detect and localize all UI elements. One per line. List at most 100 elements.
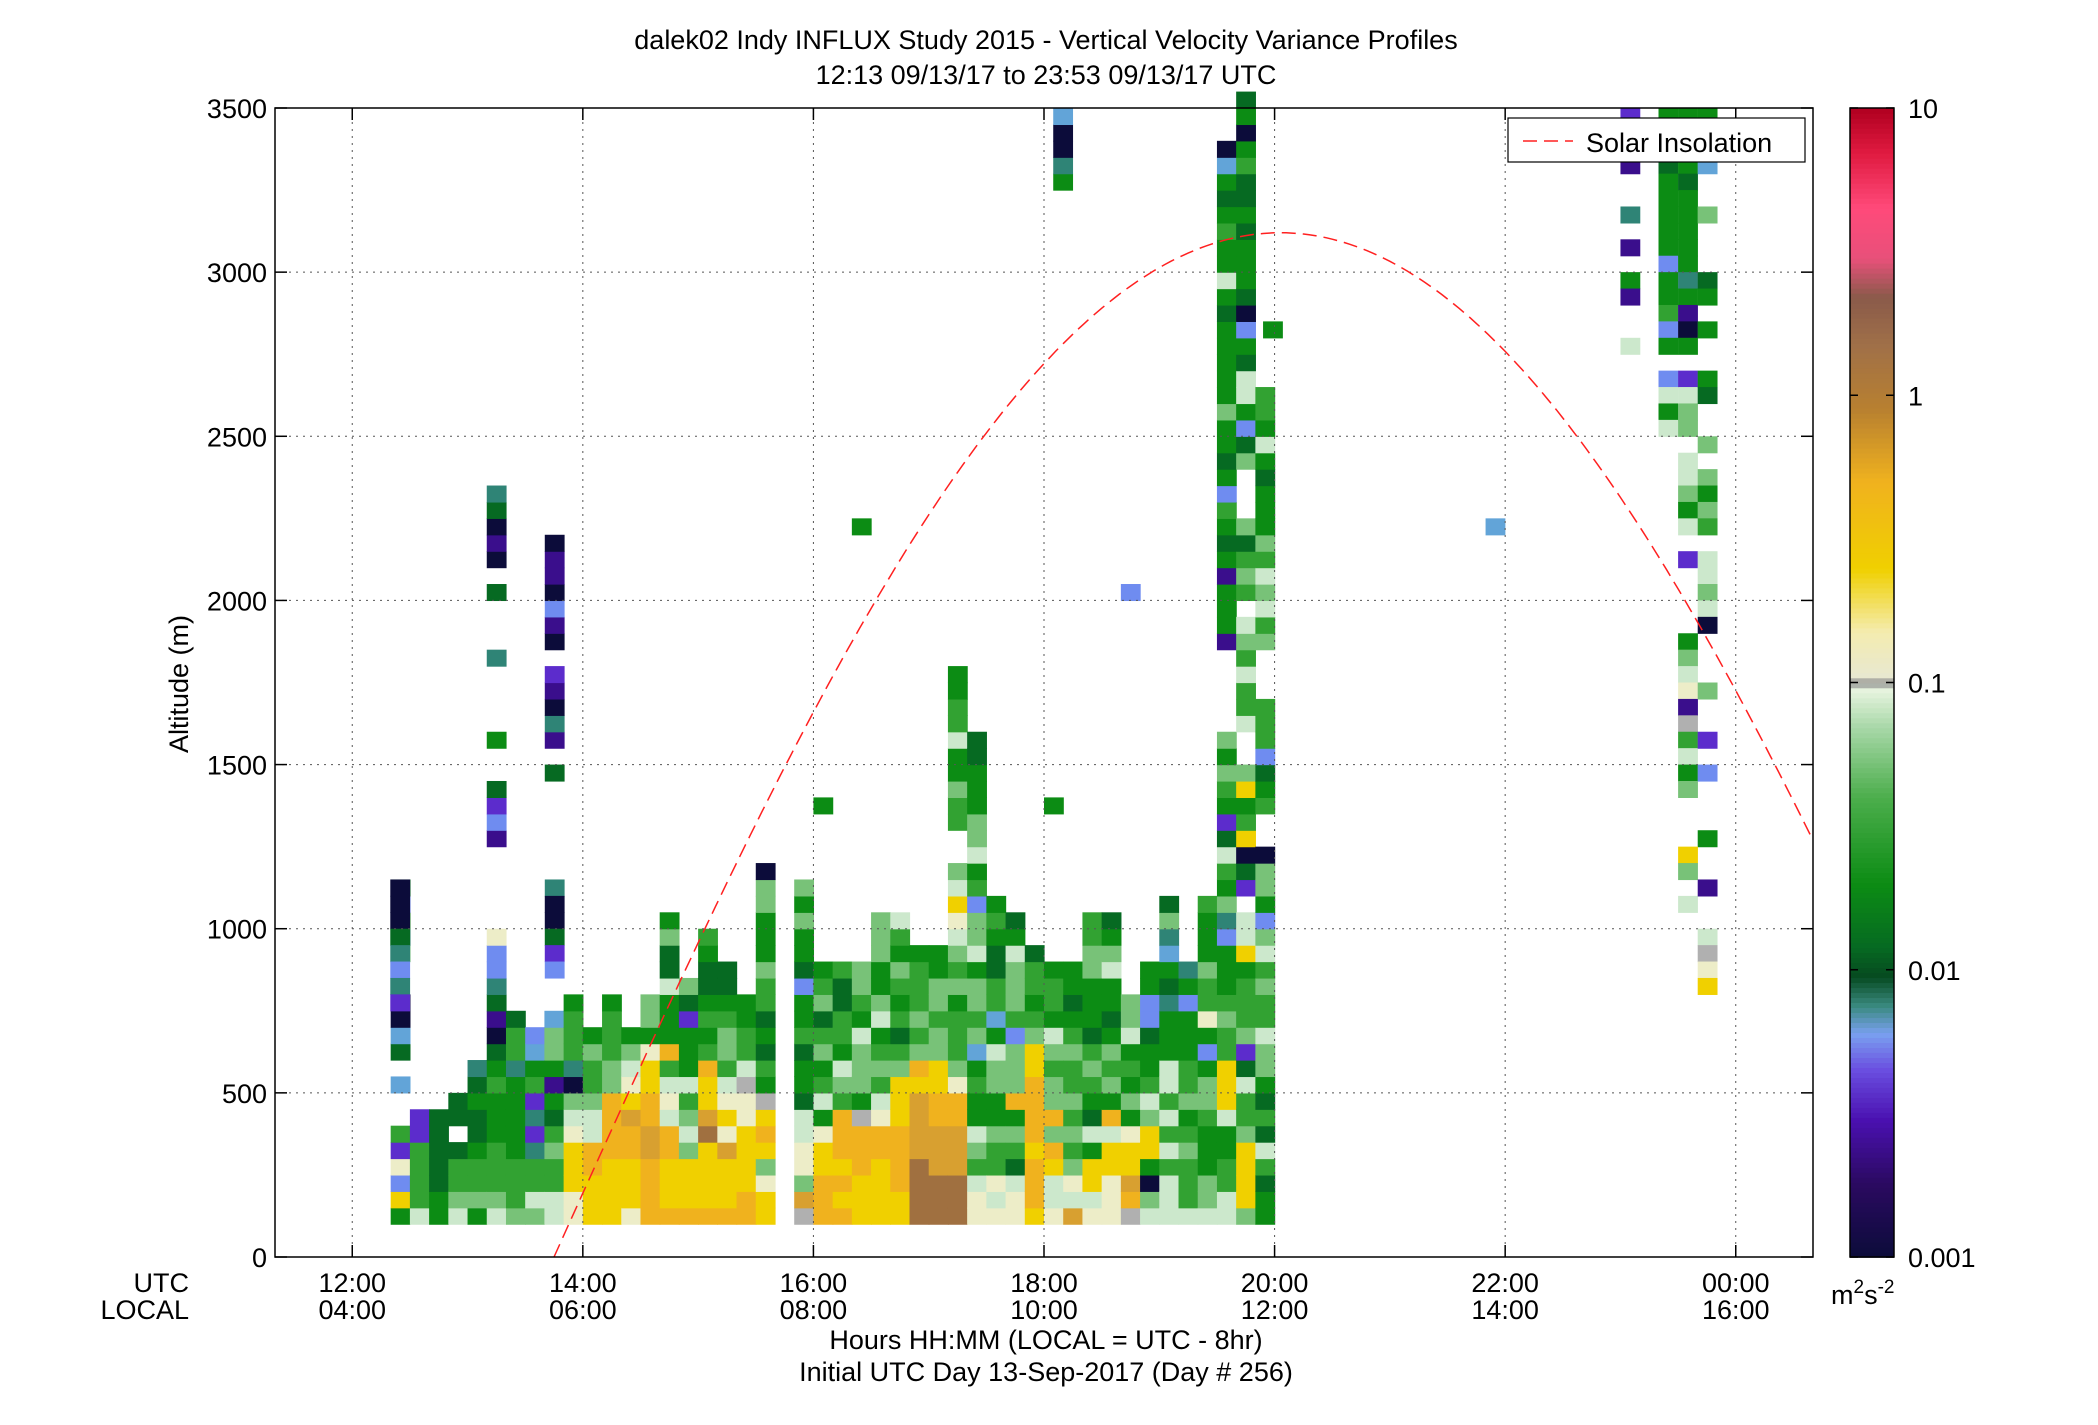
heatmap-cell bbox=[1255, 1207, 1276, 1225]
heatmap-cell bbox=[794, 994, 815, 1012]
heatmap-cell bbox=[947, 1010, 968, 1028]
heatmap-cell bbox=[390, 912, 411, 930]
heatmap-cell bbox=[1216, 1191, 1237, 1209]
heatmap-cell bbox=[890, 977, 911, 995]
colorbar-band bbox=[1850, 627, 1894, 634]
heatmap-cell bbox=[736, 1027, 757, 1045]
heatmap-cell bbox=[1053, 108, 1074, 126]
heatmap-cell bbox=[1255, 1076, 1276, 1094]
heatmap-cell bbox=[755, 879, 776, 897]
heatmap-cell bbox=[640, 1174, 661, 1192]
heatmap-cell bbox=[563, 1060, 584, 1078]
heatmap-cell bbox=[1236, 1109, 1256, 1127]
heatmap-cell bbox=[390, 1191, 411, 1209]
heatmap-cell bbox=[1197, 1027, 1218, 1045]
heatmap-cell bbox=[851, 1060, 872, 1078]
heatmap-cell bbox=[1216, 977, 1237, 995]
heatmap-cell bbox=[967, 1010, 987, 1028]
heatmap-cell bbox=[1255, 698, 1276, 716]
colorbar-band bbox=[1850, 557, 1894, 564]
colorbar-band bbox=[1850, 1102, 1894, 1108]
heatmap-cell bbox=[544, 584, 565, 602]
y-tick-label: 1000 bbox=[207, 915, 267, 945]
heatmap-cell bbox=[736, 1092, 757, 1110]
heatmap-cell bbox=[659, 1043, 680, 1061]
heatmap-cell bbox=[602, 1109, 622, 1127]
colorbar-band bbox=[1850, 887, 1894, 894]
heatmap-cell bbox=[582, 1027, 603, 1045]
heatmap-cell bbox=[582, 1060, 603, 1078]
heatmap-cell bbox=[986, 1207, 1007, 1225]
heatmap-cell bbox=[890, 1043, 911, 1061]
heatmap-cell bbox=[909, 1142, 930, 1160]
heatmap-cell bbox=[563, 1010, 584, 1028]
heatmap-cell bbox=[659, 945, 680, 963]
heatmap-cell bbox=[1159, 1207, 1180, 1225]
heatmap-cell bbox=[813, 1174, 834, 1192]
heatmap-cell bbox=[832, 1142, 853, 1160]
colorbar-units-sup1: 2 bbox=[1854, 1277, 1865, 1298]
heatmap-cell bbox=[890, 1191, 911, 1209]
heatmap-cell bbox=[1255, 469, 1276, 487]
heatmap-cell bbox=[602, 994, 622, 1012]
heatmap-cell bbox=[813, 1076, 834, 1094]
heatmap-cell bbox=[928, 1060, 949, 1078]
heatmap-cell bbox=[1658, 370, 1679, 388]
heatmap-cells bbox=[390, 91, 1718, 1225]
heatmap-cell bbox=[563, 1092, 584, 1110]
heatmap-cell bbox=[1063, 1109, 1084, 1127]
heatmap-cell bbox=[390, 1043, 411, 1061]
heatmap-cell bbox=[1063, 1092, 1084, 1110]
heatmap-cell bbox=[698, 1027, 718, 1045]
heatmap-cell bbox=[1197, 1158, 1218, 1176]
heatmap-cell bbox=[1159, 1060, 1180, 1078]
heatmap-cell bbox=[928, 1043, 949, 1061]
heatmap-cell bbox=[1678, 255, 1698, 273]
heatmap-cell bbox=[1620, 272, 1641, 290]
heatmap-cell bbox=[1216, 272, 1237, 290]
heatmap-cell bbox=[1216, 452, 1237, 470]
heatmap-cell bbox=[871, 1191, 891, 1209]
heatmap-cell bbox=[563, 1027, 584, 1045]
colorbar-band bbox=[1850, 1072, 1894, 1078]
heatmap-cell bbox=[1101, 1109, 1122, 1127]
heatmap-cell bbox=[486, 501, 507, 519]
heatmap-cell bbox=[755, 961, 776, 979]
heatmap-cell bbox=[1063, 1207, 1084, 1225]
heatmap-cell bbox=[1082, 928, 1103, 946]
x-tick-label-local: 04:00 bbox=[318, 1295, 386, 1325]
heatmap-cell bbox=[967, 846, 987, 864]
heatmap-cell bbox=[1216, 501, 1237, 519]
heatmap-cell bbox=[525, 1142, 546, 1160]
colorbar-units-mid: s bbox=[1864, 1280, 1878, 1310]
heatmap-cell bbox=[544, 1027, 565, 1045]
colorbar-band bbox=[1850, 247, 1894, 254]
x-axis-utc-row-label: UTC bbox=[134, 1268, 190, 1298]
heatmap-cell bbox=[1255, 912, 1276, 930]
colorbar-band bbox=[1850, 262, 1894, 269]
heatmap-cell bbox=[544, 912, 565, 930]
heatmap-cell bbox=[1101, 1092, 1122, 1110]
heatmap-cell bbox=[1236, 994, 1256, 1012]
colorbar-band bbox=[1850, 837, 1894, 844]
heatmap-cell bbox=[794, 1010, 815, 1028]
heatmap-cell bbox=[505, 1043, 526, 1061]
heatmap-cell bbox=[544, 600, 565, 618]
heatmap-cell bbox=[1236, 813, 1256, 831]
heatmap-cell bbox=[871, 1010, 891, 1028]
heatmap-cell bbox=[1024, 994, 1045, 1012]
heatmap-cell bbox=[1082, 912, 1103, 930]
colorbar-band bbox=[1850, 327, 1894, 334]
heatmap-cell bbox=[1044, 1142, 1064, 1160]
colorbar-band bbox=[1850, 547, 1894, 554]
heatmap-cell bbox=[1697, 518, 1718, 536]
heatmap-cell bbox=[1236, 567, 1256, 585]
colorbar-band bbox=[1850, 522, 1894, 529]
heatmap-cell bbox=[621, 1191, 642, 1209]
colorbar-band bbox=[1850, 387, 1894, 394]
colorbar-band bbox=[1850, 187, 1894, 194]
heatmap-cell bbox=[947, 1076, 968, 1094]
heatmap-cell bbox=[525, 1207, 546, 1225]
colorbar-band bbox=[1850, 1197, 1894, 1203]
heatmap-cell bbox=[1178, 1109, 1199, 1127]
